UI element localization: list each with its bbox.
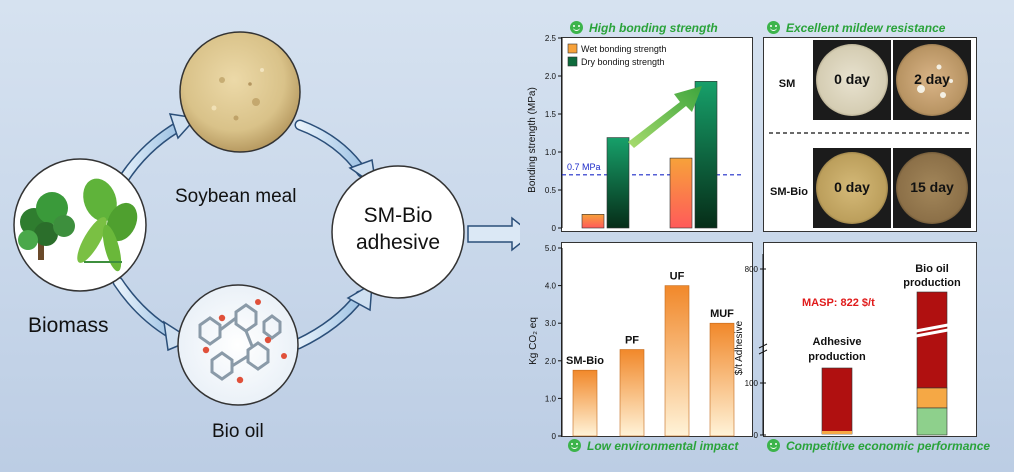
bonding-y-label: Bonding strength (MPa)	[527, 87, 538, 193]
env-bar	[619, 349, 645, 437]
env-y-label: Kg CO₂ eq	[528, 317, 539, 365]
mildew-row-sm: SM	[779, 78, 796, 90]
flow-arrow-adhesive-to-results	[467, 216, 520, 252]
econ-bar-biooil-base	[916, 407, 948, 436]
bonding-title-text: High bonding strength	[589, 21, 718, 35]
biomass-image	[13, 158, 147, 292]
econ-panel-title: Competitive economic performance	[767, 439, 990, 453]
soybean-meal-label: Soybean meal	[175, 186, 297, 207]
bonding-tick-label: 0	[552, 224, 557, 233]
env-tick-label: 2.0	[545, 357, 557, 366]
bonding-bar	[606, 137, 630, 229]
econ-label-adhesive-2: production	[808, 351, 866, 363]
soybean-meal-image	[179, 31, 301, 153]
smiley-icon	[767, 439, 780, 452]
econ-label-biooil-2: production	[903, 277, 961, 289]
dish-label-1: 0 day	[834, 71, 870, 87]
bio-oil-molecule-image	[177, 284, 299, 406]
env-panel-title: Low environmental impact	[568, 439, 738, 453]
legend-dry-label: Dry bonding strength	[581, 57, 665, 67]
legend-swatch-wet	[567, 43, 578, 54]
bonding-y-axis: 0 0.5 1.0 1.5 2.0 2.5	[545, 34, 563, 233]
econ-tick-100: 100	[745, 379, 759, 388]
dish-label-2: 2 day	[914, 71, 950, 87]
bonding-bar	[694, 81, 718, 229]
mildew-panel-title: Excellent mildew resistance	[767, 21, 945, 35]
bonding-tick-label: 2.5	[545, 34, 557, 43]
dish-smbio-0day	[816, 152, 888, 224]
masp-annotation: MASP: 822 $/t	[802, 297, 875, 309]
mildew-panel: SM SM-Bio 0 day 2 day 0 day 15 day	[769, 40, 971, 228]
smiley-icon	[568, 439, 581, 452]
bonding-chart: 0 0.5 1.0 1.5 2.0 2.5 Wet bonding strength Dr…	[527, 34, 744, 233]
smiley-icon	[767, 21, 780, 34]
env-bar	[709, 322, 735, 437]
sm-bio-adhesive-label: SM-Bio adhesive	[332, 202, 464, 256]
center-line-2: adhesive	[355, 231, 441, 254]
env-bar-label: SM-Bio	[566, 355, 604, 367]
env-tick-label: 4.0	[545, 282, 557, 291]
flow-arrow-biooil-to-adhesive	[292, 282, 373, 350]
env-bars: SM-Bio PF UF MUF	[566, 271, 735, 437]
env-tick-label: 5.0	[545, 244, 557, 253]
econ-bar-biooil-top	[916, 291, 948, 389]
econ-y-label: $/t Adhesive	[734, 320, 745, 375]
biomass-label: Biomass	[28, 314, 109, 337]
econ-label-adhesive-1: Adhesive	[813, 336, 862, 348]
env-bar	[664, 285, 690, 437]
mildew-title-text: Excellent mildew resistance	[786, 21, 946, 35]
mildew-row-smbio: SM-Bio	[770, 186, 808, 198]
flow-diagram	[13, 31, 520, 406]
env-bar-label: UF	[670, 271, 685, 283]
econ-tick-0: 0	[754, 431, 759, 440]
env-tick-label: 3.0	[545, 319, 557, 328]
env-title-text: Low environmental impact	[587, 439, 739, 453]
legend-swatch-dry	[567, 56, 578, 67]
bonding-bar	[581, 214, 605, 229]
env-tick-label: 1.0	[545, 394, 557, 403]
dish-smbio-15day	[896, 152, 968, 224]
center-line-1: SM-Bio	[363, 204, 433, 227]
bonding-chart-frame	[561, 37, 753, 232]
econ-bar-biooil-mid	[916, 387, 948, 409]
bonding-tick-label: 2.0	[545, 72, 557, 81]
bonding-bars	[562, 81, 744, 229]
smiley-icon	[570, 21, 583, 34]
bonding-tick-label: 1.0	[545, 148, 557, 157]
bonding-bar	[669, 157, 693, 229]
env-tick-label: 0	[552, 432, 557, 441]
econ-tick-800: 800	[745, 265, 759, 274]
increase-arrow	[628, 86, 702, 148]
dish-sm-2day	[896, 44, 968, 116]
env-chart: 0 1.0 2.0 3.0 4.0 5.0 SM-Bio PF UF MUF Kg CO₂ eq	[528, 244, 735, 441]
bonding-panel-title: High bonding strength	[570, 21, 718, 35]
bonding-tick-label: 1.5	[545, 110, 557, 119]
econ-bar-adhesive-base	[822, 431, 852, 434]
reference-line-label: 0.7 MPa	[567, 162, 601, 172]
legend-wet-label: Wet bonding strength	[581, 44, 666, 54]
bio-oil-label: Bio oil	[212, 421, 264, 442]
econ-label-biooil-1: Bio oil	[915, 263, 949, 275]
dish-label-3: 0 day	[834, 179, 870, 195]
bonding-tick-label: 0.5	[545, 186, 557, 195]
econ-bar-adhesive	[821, 367, 853, 435]
env-y-axis: 0 1.0 2.0 3.0 4.0 5.0	[545, 244, 563, 441]
env-bar	[572, 369, 598, 437]
sm-bio-adhesive-node	[331, 165, 465, 299]
econ-chart: 0 100 800 $/t Adhesive MASP: 822 $/t Adh…	[734, 254, 961, 440]
econ-axis-break	[758, 343, 768, 355]
flow-arrow-biomass-to-soybean	[112, 113, 198, 194]
env-bar-label: PF	[625, 335, 639, 347]
env-bar-label: MUF	[710, 308, 734, 320]
econ-title-text: Competitive economic performance	[786, 439, 991, 453]
econ-bar-break	[915, 323, 949, 338]
bonding-legend: Wet bonding strength Dry bonding strengt…	[567, 43, 666, 67]
dish-label-4: 15 day	[910, 179, 954, 195]
dish-sm-0day	[816, 44, 888, 116]
